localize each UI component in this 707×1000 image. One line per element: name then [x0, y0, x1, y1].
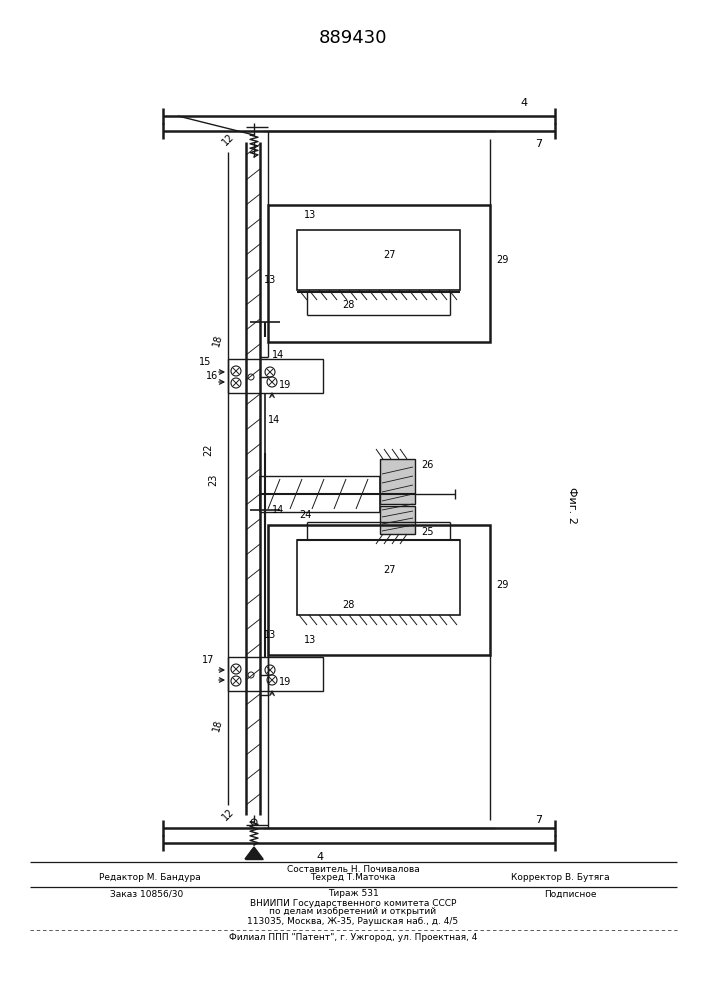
Text: Тираж 531: Тираж 531	[327, 890, 378, 898]
Text: 4: 4	[520, 98, 527, 108]
Text: 18: 18	[211, 718, 224, 732]
Text: 113035, Москва, Ж-35, Раушская наб., д. 4/5: 113035, Москва, Ж-35, Раушская наб., д. …	[247, 916, 459, 926]
Bar	[380, 459, 415, 504]
Bar	[228, 657, 323, 691]
Text: 25: 25	[421, 527, 433, 537]
Bar	[228, 359, 323, 393]
Text: 13: 13	[264, 275, 276, 285]
Text: Заказ 10856/30: Заказ 10856/30	[110, 890, 183, 898]
Text: Техред Т.Маточка: Техред Т.Маточка	[310, 874, 396, 882]
Text: 28: 28	[341, 300, 354, 310]
Text: 24: 24	[299, 510, 311, 520]
Bar	[297, 230, 460, 290]
Text: 26: 26	[421, 460, 433, 470]
Bar	[268, 205, 490, 342]
Text: Составитель Н. Почивалова: Составитель Н. Почивалова	[286, 864, 419, 874]
Bar	[380, 506, 415, 534]
Text: Фиг. 2: Фиг. 2	[567, 487, 577, 523]
Text: 29: 29	[496, 580, 508, 590]
Bar	[297, 540, 460, 615]
Text: 13: 13	[304, 635, 316, 645]
Text: 4: 4	[317, 852, 324, 862]
Text: 889430: 889430	[319, 29, 387, 47]
Text: 17: 17	[201, 655, 214, 665]
Polygon shape	[245, 847, 263, 859]
Text: 27: 27	[384, 565, 396, 575]
Text: 14: 14	[272, 505, 284, 515]
Text: 14: 14	[268, 415, 280, 425]
Text: 27: 27	[384, 250, 396, 260]
Text: Подписное: Подписное	[544, 890, 596, 898]
Text: 19: 19	[279, 380, 291, 390]
Text: 23: 23	[208, 474, 218, 486]
Text: 13: 13	[304, 210, 316, 220]
Text: Филиал ППП "Патент", г. Ужгород, ул. Проектная, 4: Филиал ППП "Патент", г. Ужгород, ул. Про…	[229, 934, 477, 942]
Text: 22: 22	[203, 444, 213, 456]
Text: ВНИИПИ Государственного комитета СССР: ВНИИПИ Государственного комитета СССР	[250, 898, 456, 908]
Text: 15: 15	[199, 357, 211, 367]
Text: 12: 12	[220, 132, 236, 148]
Text: Редактор М. Бандура: Редактор М. Бандура	[99, 874, 201, 882]
Text: 19: 19	[279, 677, 291, 687]
Text: 29: 29	[496, 255, 508, 265]
Text: 16: 16	[206, 371, 218, 381]
Text: 12: 12	[220, 807, 236, 823]
Text: 13: 13	[264, 630, 276, 640]
Text: 28: 28	[341, 600, 354, 610]
Text: 14: 14	[272, 350, 284, 360]
Text: 18: 18	[211, 333, 224, 347]
Text: 7: 7	[535, 815, 542, 825]
Text: Корректор В. Бутяга: Корректор В. Бутяга	[510, 874, 609, 882]
Text: по делам изобретений и открытий: по делам изобретений и открытий	[269, 908, 436, 916]
Text: 7: 7	[535, 139, 542, 149]
Bar	[268, 525, 490, 655]
